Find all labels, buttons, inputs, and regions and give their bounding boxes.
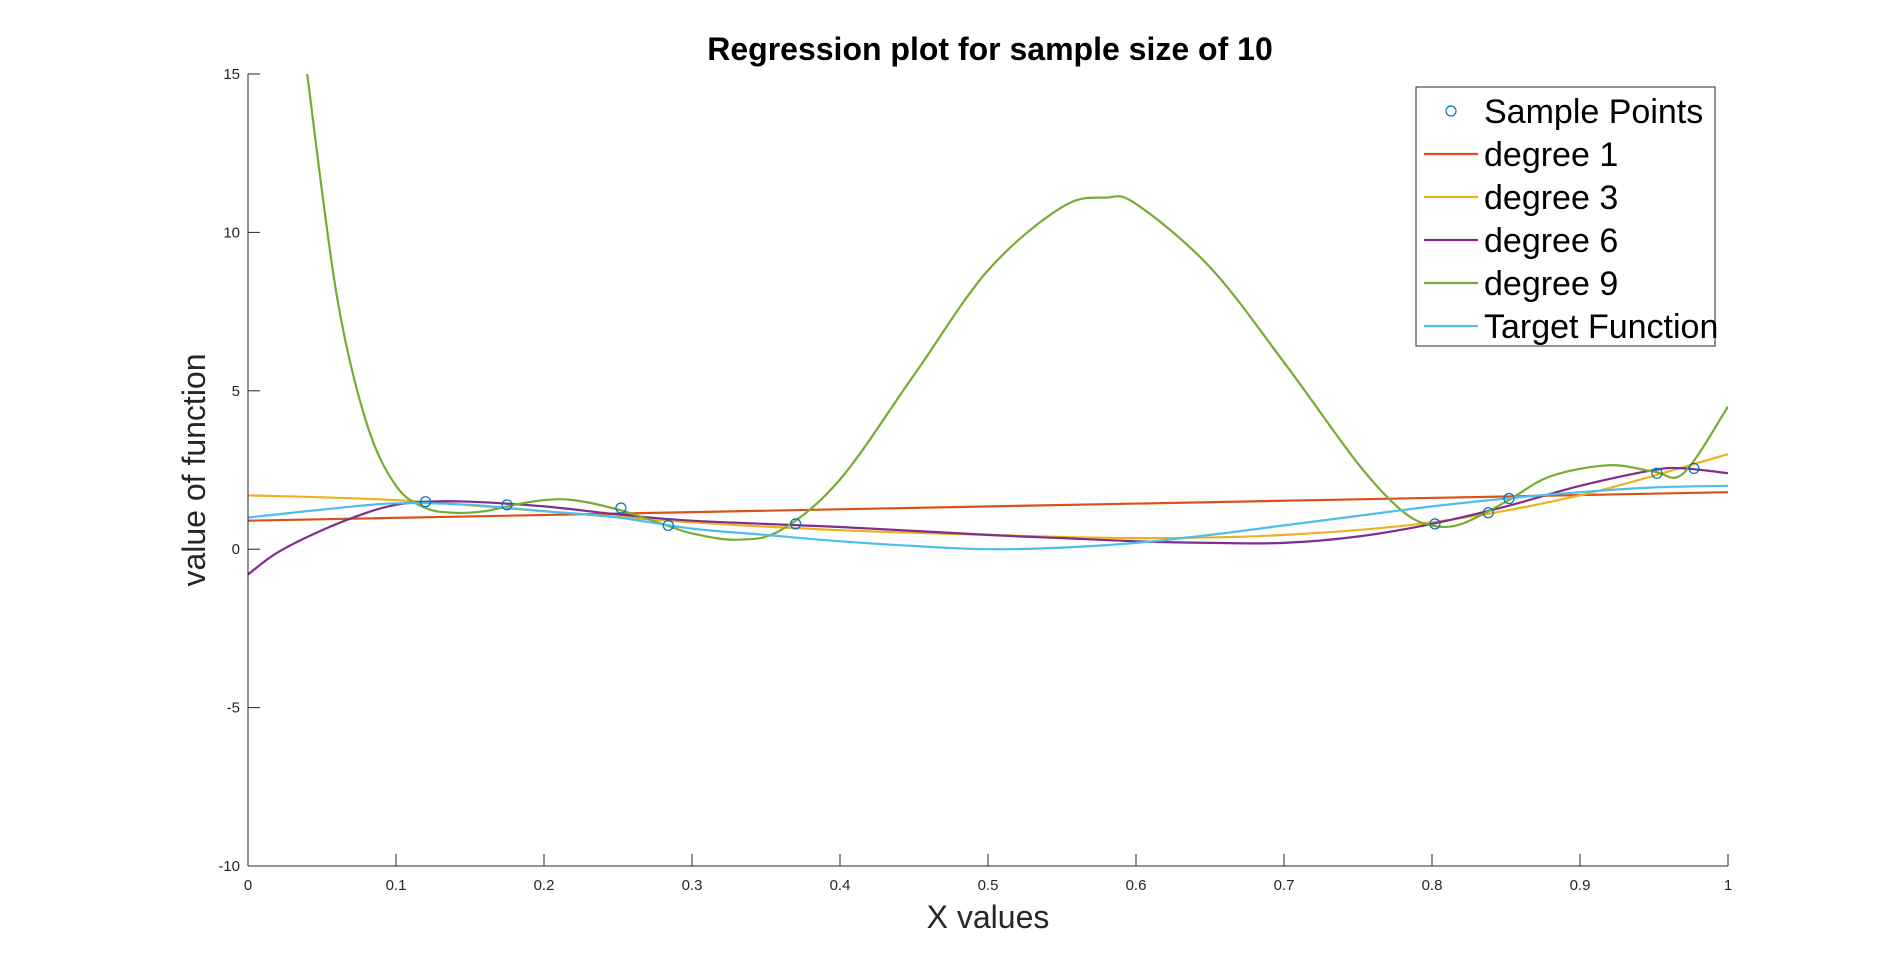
legend-box bbox=[1415, 86, 1716, 347]
x-tick-label: 0.1 bbox=[386, 877, 407, 894]
legend-items: Sample Points degree 1 degree 3 degree 6 deg… bbox=[1424, 93, 1718, 346]
y-axis-label: value of function bbox=[176, 353, 212, 586]
sample-point bbox=[662, 519, 674, 532]
x-tick-label: 0.3 bbox=[682, 877, 703, 894]
sample-point bbox=[1482, 507, 1494, 519]
legend-label: degree 9 bbox=[1484, 265, 1618, 303]
legend-label: degree 1 bbox=[1484, 136, 1618, 174]
x-tick-label: 1 bbox=[1724, 877, 1732, 894]
legend-label: degree 3 bbox=[1484, 179, 1618, 217]
chart-title: Regression plot for sample size of 10 bbox=[707, 31, 1272, 67]
y-tick-label: 15 bbox=[223, 66, 240, 83]
x-tick-label: 0.9 bbox=[1570, 877, 1591, 894]
series-line-degree-1 bbox=[248, 491, 1728, 522]
x-tick-label: 0.7 bbox=[1274, 877, 1295, 894]
x-tick-label: 0.6 bbox=[1126, 877, 1147, 894]
series-line-degree-6 bbox=[248, 466, 1728, 576]
legend-label: Target Function bbox=[1484, 308, 1718, 346]
sample-point bbox=[1429, 518, 1441, 530]
y-tick-label: 10 bbox=[223, 224, 240, 241]
legend-label: degree 6 bbox=[1484, 222, 1618, 260]
x-ticks: 0 0.1 0.2 0.3 0.4 0.5 0.6 0.7 0.8 0.9 1 bbox=[244, 854, 1732, 894]
x-axis-label: X values bbox=[927, 899, 1050, 935]
sample-point bbox=[615, 502, 627, 514]
legend: Sample Points degree 1 degree 3 degree 6 deg… bbox=[1415, 86, 1718, 347]
sample-point bbox=[1651, 467, 1663, 479]
series-line-target-function bbox=[248, 484, 1728, 551]
legend-label: Sample Points bbox=[1484, 93, 1703, 131]
y-ticks: -10 -5 0 5 10 15 bbox=[218, 66, 260, 875]
sample-point bbox=[501, 499, 513, 511]
sample-points-layer bbox=[420, 462, 1700, 532]
sample-point bbox=[420, 496, 432, 508]
legend-marker-sample-points bbox=[1445, 105, 1457, 117]
x-tick-label: 0.2 bbox=[534, 877, 555, 894]
sample-point bbox=[1503, 492, 1515, 505]
series-layer bbox=[248, 74, 1728, 576]
series-line-degree-9 bbox=[306, 74, 1728, 541]
y-tick-label: 0 bbox=[232, 541, 240, 558]
sample-point bbox=[789, 518, 802, 530]
y-tick-label: -10 bbox=[218, 858, 240, 875]
sample-point bbox=[1688, 462, 1700, 475]
x-tick-label: 0.5 bbox=[978, 877, 999, 894]
x-tick-label: 0.8 bbox=[1422, 877, 1443, 894]
x-tick-label: 0 bbox=[244, 877, 252, 894]
y-tick-label: 5 bbox=[232, 383, 240, 400]
x-tick-label: 0.4 bbox=[830, 877, 851, 894]
y-tick-label: -5 bbox=[227, 700, 240, 717]
